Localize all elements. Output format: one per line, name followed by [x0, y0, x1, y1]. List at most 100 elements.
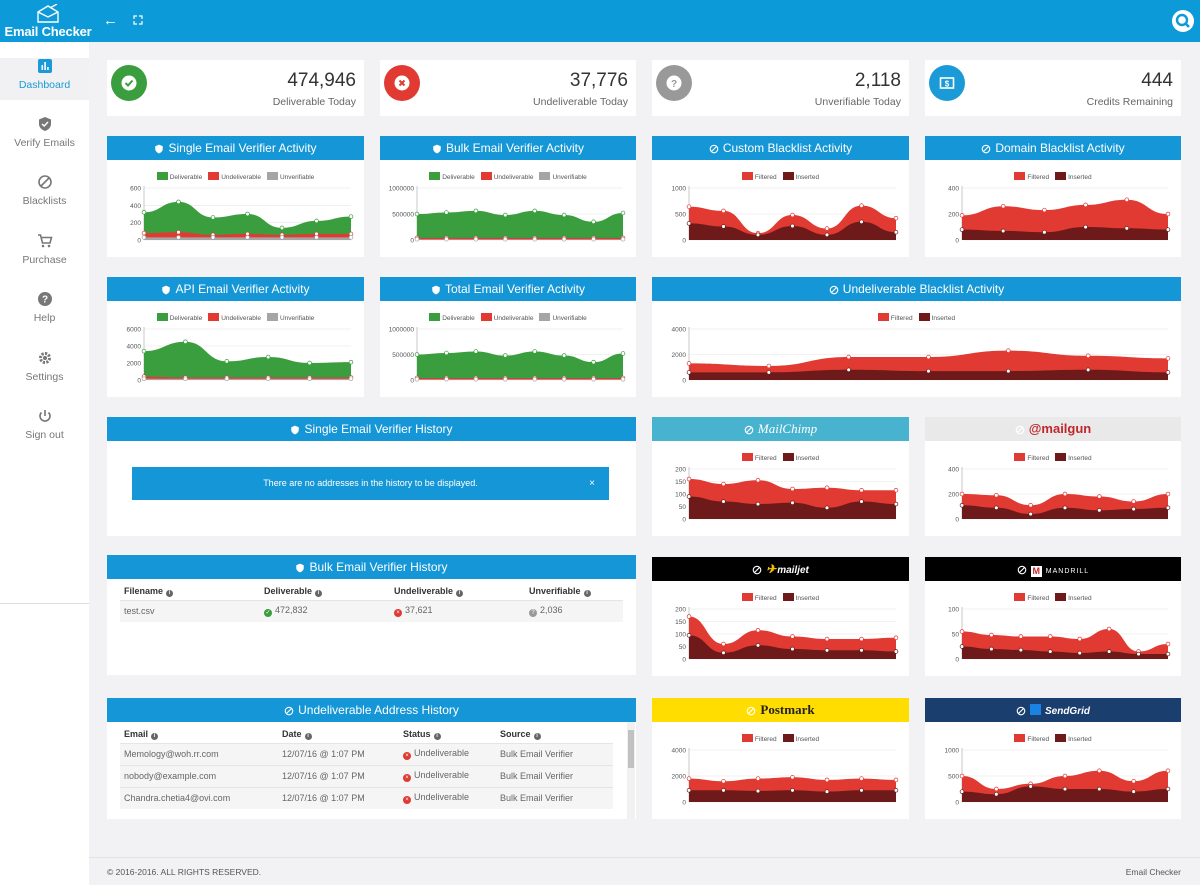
sidebar-item-sign-out[interactable]: Sign out	[0, 408, 89, 466]
column-header[interactable]: Filename i	[120, 584, 260, 600]
data-point	[245, 235, 250, 240]
date-cell: 12/07/16 @ 1:07 PM	[278, 786, 399, 809]
data-point	[561, 212, 567, 218]
panel-header: Bulk Email Verifier Activity	[380, 136, 636, 160]
table-row[interactable]: test.csv ✓ 472,832 × 37,621 ? 2,036	[120, 599, 623, 622]
data-point	[444, 376, 449, 382]
legend-item: Inserted	[782, 593, 819, 602]
panel-header: Total Email Verifier Activity	[380, 277, 636, 301]
y-tick-label: 50	[679, 644, 687, 651]
user-search-button[interactable]	[1172, 10, 1194, 32]
sidebar: Dashboard Verify Emails Blacklists Purch…	[0, 42, 89, 885]
data-point	[1028, 784, 1033, 789]
data-point	[790, 486, 795, 492]
y-tick-label: 1000	[945, 748, 960, 755]
column-header[interactable]: Email i	[120, 727, 278, 743]
ban-icon	[829, 285, 839, 295]
y-tick-label: 100	[675, 632, 686, 639]
sidebar-item-settings[interactable]: Settings	[0, 350, 89, 408]
sidebar-item-purchase[interactable]: Purchase	[0, 233, 89, 291]
data-point	[348, 214, 354, 219]
data-point	[686, 614, 692, 619]
data-point	[444, 210, 449, 215]
scrollbar-thumb[interactable]	[628, 730, 634, 768]
panel-undeliverable-blacklist: Undeliverable Blacklist Activity Filtere…	[652, 277, 1181, 397]
sidebar-item-blacklists[interactable]: Blacklists	[0, 174, 89, 232]
column-header[interactable]: Status i	[399, 727, 496, 743]
brand[interactable]: Email Checker	[4, 0, 92, 42]
close-icon[interactable]: ×	[589, 478, 595, 489]
column-header[interactable]: Source i	[496, 727, 613, 743]
chart-legend: Deliverable Undeliverable Unverifiable	[107, 172, 364, 181]
y-tick-label: 0	[410, 378, 414, 385]
data-point	[824, 232, 830, 238]
legend-item: Filtered	[741, 593, 777, 602]
ban-icon	[1015, 425, 1025, 435]
area-deliverable	[144, 341, 351, 380]
footer-brand[interactable]: Email Checker	[1125, 867, 1181, 877]
sidebar-item-dashboard[interactable]: Dashboard	[0, 58, 89, 100]
data-point	[686, 204, 692, 209]
data-point	[444, 236, 449, 242]
data-point	[1085, 367, 1091, 373]
table-row[interactable]: nobody@example.com 12/07/16 @ 1:07 PM × U…	[120, 764, 613, 787]
column-header[interactable]: Date i	[278, 727, 399, 743]
panel-header: Undeliverable Address History	[107, 698, 636, 722]
column-header[interactable]: Deliverable i	[260, 584, 390, 600]
area-deliverable	[417, 210, 623, 240]
panel-header: Single Email Verifier Activity	[107, 136, 364, 160]
back-arrow-icon[interactable]: ←	[103, 12, 118, 29]
fullscreen-icon[interactable]	[132, 14, 144, 26]
panel-domain-blacklist: Domain Blacklist Activity Filtered Insert…	[925, 136, 1181, 257]
panel-header: Single Email Verifier History	[107, 417, 636, 441]
data-point	[755, 642, 761, 648]
data-point	[893, 215, 899, 221]
sidebar-item-verify-emails[interactable]: Verify Emails	[0, 116, 89, 174]
sidebar-label: Verify Emails	[14, 137, 75, 149]
ban-icon	[1017, 565, 1027, 575]
chart-custom-blacklist: 1000 500 0	[672, 186, 899, 245]
table-row[interactable]: Chandra.chetia4@ovi.com 12/07/16 @ 1:07 …	[120, 786, 613, 809]
legend-item: Unverifiable	[266, 313, 314, 322]
power-icon	[38, 410, 51, 422]
legend-item: Deliverable	[429, 172, 475, 181]
column-header[interactable]: Unverifiable i	[525, 584, 623, 600]
sidebar-label: Sign out	[25, 429, 64, 441]
sendgrid-logo-icon	[1029, 704, 1041, 715]
panel-mailgun: @mailgun Filtered Inserted 400 200 0	[925, 417, 1181, 536]
data-point	[1165, 768, 1171, 774]
sidebar-item-help[interactable]: ? Help	[0, 291, 89, 349]
data-point	[183, 339, 188, 344]
data-point	[1136, 651, 1141, 657]
data-point	[532, 236, 537, 242]
panel-title: Domain Blacklist Activity	[995, 141, 1125, 155]
table-row[interactable]: Memology@woh.rr.com 12/07/16 @ 1:07 PM ×…	[120, 742, 613, 765]
envelope-logo-icon	[37, 4, 59, 23]
y-tick-label: 1000	[672, 186, 687, 193]
chart-legend: Filtered Inserted	[925, 734, 1181, 743]
data-point	[141, 235, 147, 240]
column-header[interactable]: Undeliverable i	[390, 584, 525, 600]
data-point	[790, 775, 795, 780]
data-point	[279, 225, 285, 231]
area-inserted	[962, 786, 1168, 802]
footer: © 2016-2016. ALL RIGHTS RESERVED. Email …	[89, 857, 1200, 885]
cart-icon	[37, 234, 53, 248]
ban-icon	[709, 144, 719, 154]
y-tick-label: 600	[130, 186, 141, 193]
data-point	[893, 501, 899, 507]
ban-icon	[752, 565, 762, 575]
panel-bulk-activity: Bulk Email Verifier Activity Deliverable…	[380, 136, 636, 257]
data-point	[473, 236, 479, 242]
area-unverifiable	[417, 239, 623, 240]
data-point	[1124, 197, 1130, 202]
data-point	[473, 349, 479, 354]
data-point	[824, 226, 830, 231]
y-tick-label: 400	[948, 467, 959, 474]
scrollbar[interactable]	[627, 722, 635, 819]
data-point	[620, 236, 626, 242]
shield-icon	[432, 285, 440, 295]
data-point	[1077, 650, 1082, 656]
data-point	[414, 236, 420, 242]
money-icon: $	[929, 65, 965, 101]
